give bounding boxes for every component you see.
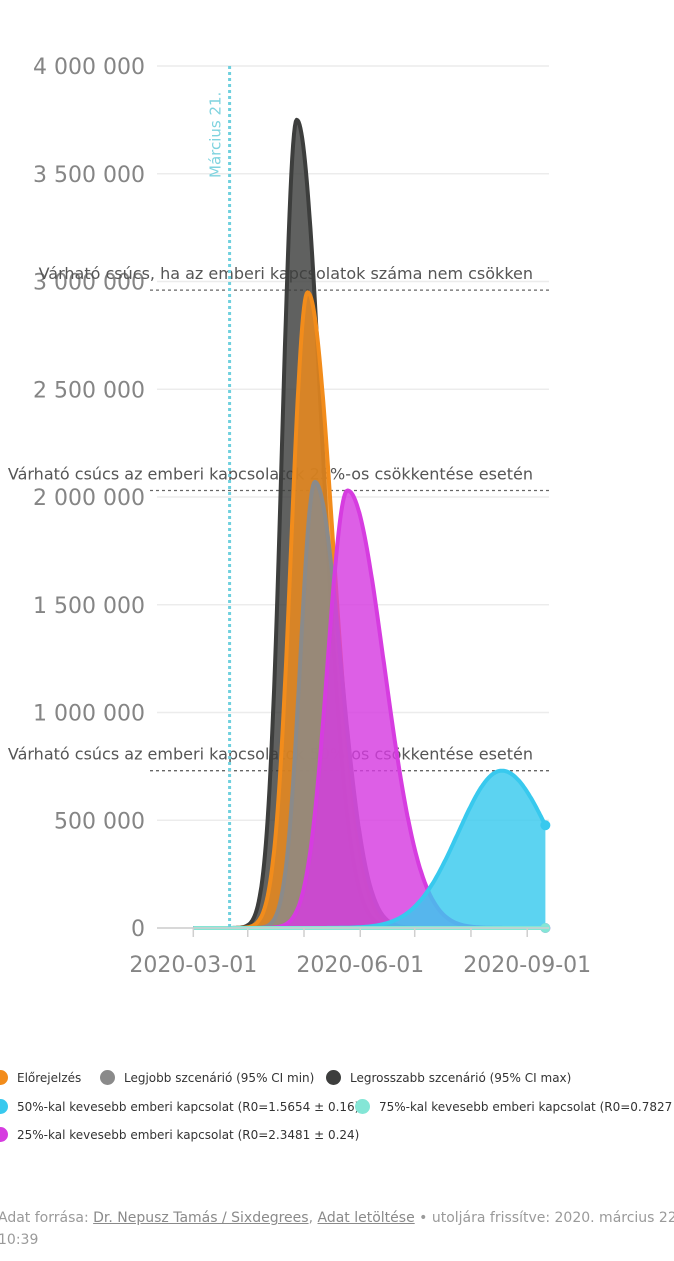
legend-label: Legjobb szcenárió (95% CI min): [124, 1070, 315, 1085]
legend-item-best[interactable]: Legjobb szcenárió (95% CI min): [100, 1070, 314, 1085]
legend-label: Legrosszabb szcenárió (95% CI max): [350, 1070, 572, 1085]
source-link[interactable]: Dr. Nepusz Tamás / Sixdegrees: [93, 1210, 309, 1226]
source-prefix: Adat forrása:: [0, 1210, 94, 1226]
y-tick-label: 4 000 000: [33, 55, 145, 80]
y-tick-label: 1 500 000: [33, 594, 145, 619]
y-axis-ticks: 0 500 000 1 000 000 1 500 000 2 000 000 2 500…: [33, 55, 145, 942]
legend-label: 75%-kal kevesebb emberi kapcsolat (R0=0.…: [379, 1099, 674, 1114]
legend-label: 25%-kal kevesebb emberi kapcsolat (R0=2.…: [17, 1127, 360, 1142]
updated-text: • utoljára frissítve: 2020. március 22.: [414, 1210, 674, 1226]
x-axis: 2020-03-01 2020-06-01 2020-09-01: [129, 927, 591, 978]
march-marker: Március 21.: [207, 66, 232, 928]
x-tick-label: 2020-06-01: [296, 953, 424, 978]
y-tick-label: 2 000 000: [33, 486, 145, 511]
legend-dot-icon: [100, 1070, 115, 1085]
series-area: [193, 770, 546, 928]
legend-dot-icon: [0, 1099, 8, 1114]
legend-item-forecast[interactable]: Előrejelzés: [0, 1070, 81, 1085]
reference-line-label: Várható csúcs az emberi kapcsolatok 25%-…: [8, 465, 533, 484]
x-tick-label: 2020-03-01: [129, 953, 257, 978]
y-tick-label: 2 500 000: [33, 378, 145, 403]
legend: Előrejelzés Legjobb szcenárió (95% CI mi…: [0, 1060, 674, 1160]
legend-dot-icon: [326, 1070, 341, 1085]
legend-label: Előrejelzés: [17, 1070, 82, 1085]
download-link[interactable]: Adat letöltése: [317, 1210, 415, 1226]
chart: 0 500 000 1 000 000 1 500 000 2 000 000 2 500…: [8, 55, 591, 978]
y-tick-label: 3 500 000: [33, 163, 145, 188]
legend-dot-icon: [355, 1099, 370, 1114]
x-tick-label: 2020-09-01: [463, 953, 591, 978]
legend-item-75pct[interactable]: 75%-kal kevesebb emberi kapcsolat (R0=0.…: [355, 1099, 674, 1114]
legend-dot-icon: [0, 1127, 8, 1142]
legend-label: 50%-kal kevesebb emberi kapcsolat (R0=1.…: [17, 1099, 360, 1114]
series-areas: [192, 117, 551, 933]
y-tick-label: 3 000 000: [33, 271, 145, 296]
y-tick-label: 0: [131, 917, 145, 942]
series-area: [193, 490, 546, 928]
legend-item-worst[interactable]: Legrosszabb szcenárió (95% CI max): [326, 1070, 571, 1085]
series-end-point: [540, 820, 551, 831]
source-footer: Adat forrása: Dr. Nepusz Tamás / Sixdegr…: [0, 1207, 674, 1251]
source-separator: ,: [308, 1210, 318, 1226]
updated-time: 10:39: [0, 1232, 39, 1248]
marker-label: Március 21.: [207, 92, 225, 178]
legend-item-25pct[interactable]: 25%-kal kevesebb emberi kapcsolat (R0=2.…: [0, 1127, 359, 1142]
legend-item-50pct[interactable]: 50%-kal kevesebb emberi kapcsolat (R0=1.…: [0, 1099, 359, 1114]
legend-dot-icon: [0, 1070, 8, 1085]
y-tick-label: 1 000 000: [33, 702, 145, 727]
y-tick-label: 500 000: [54, 809, 145, 834]
